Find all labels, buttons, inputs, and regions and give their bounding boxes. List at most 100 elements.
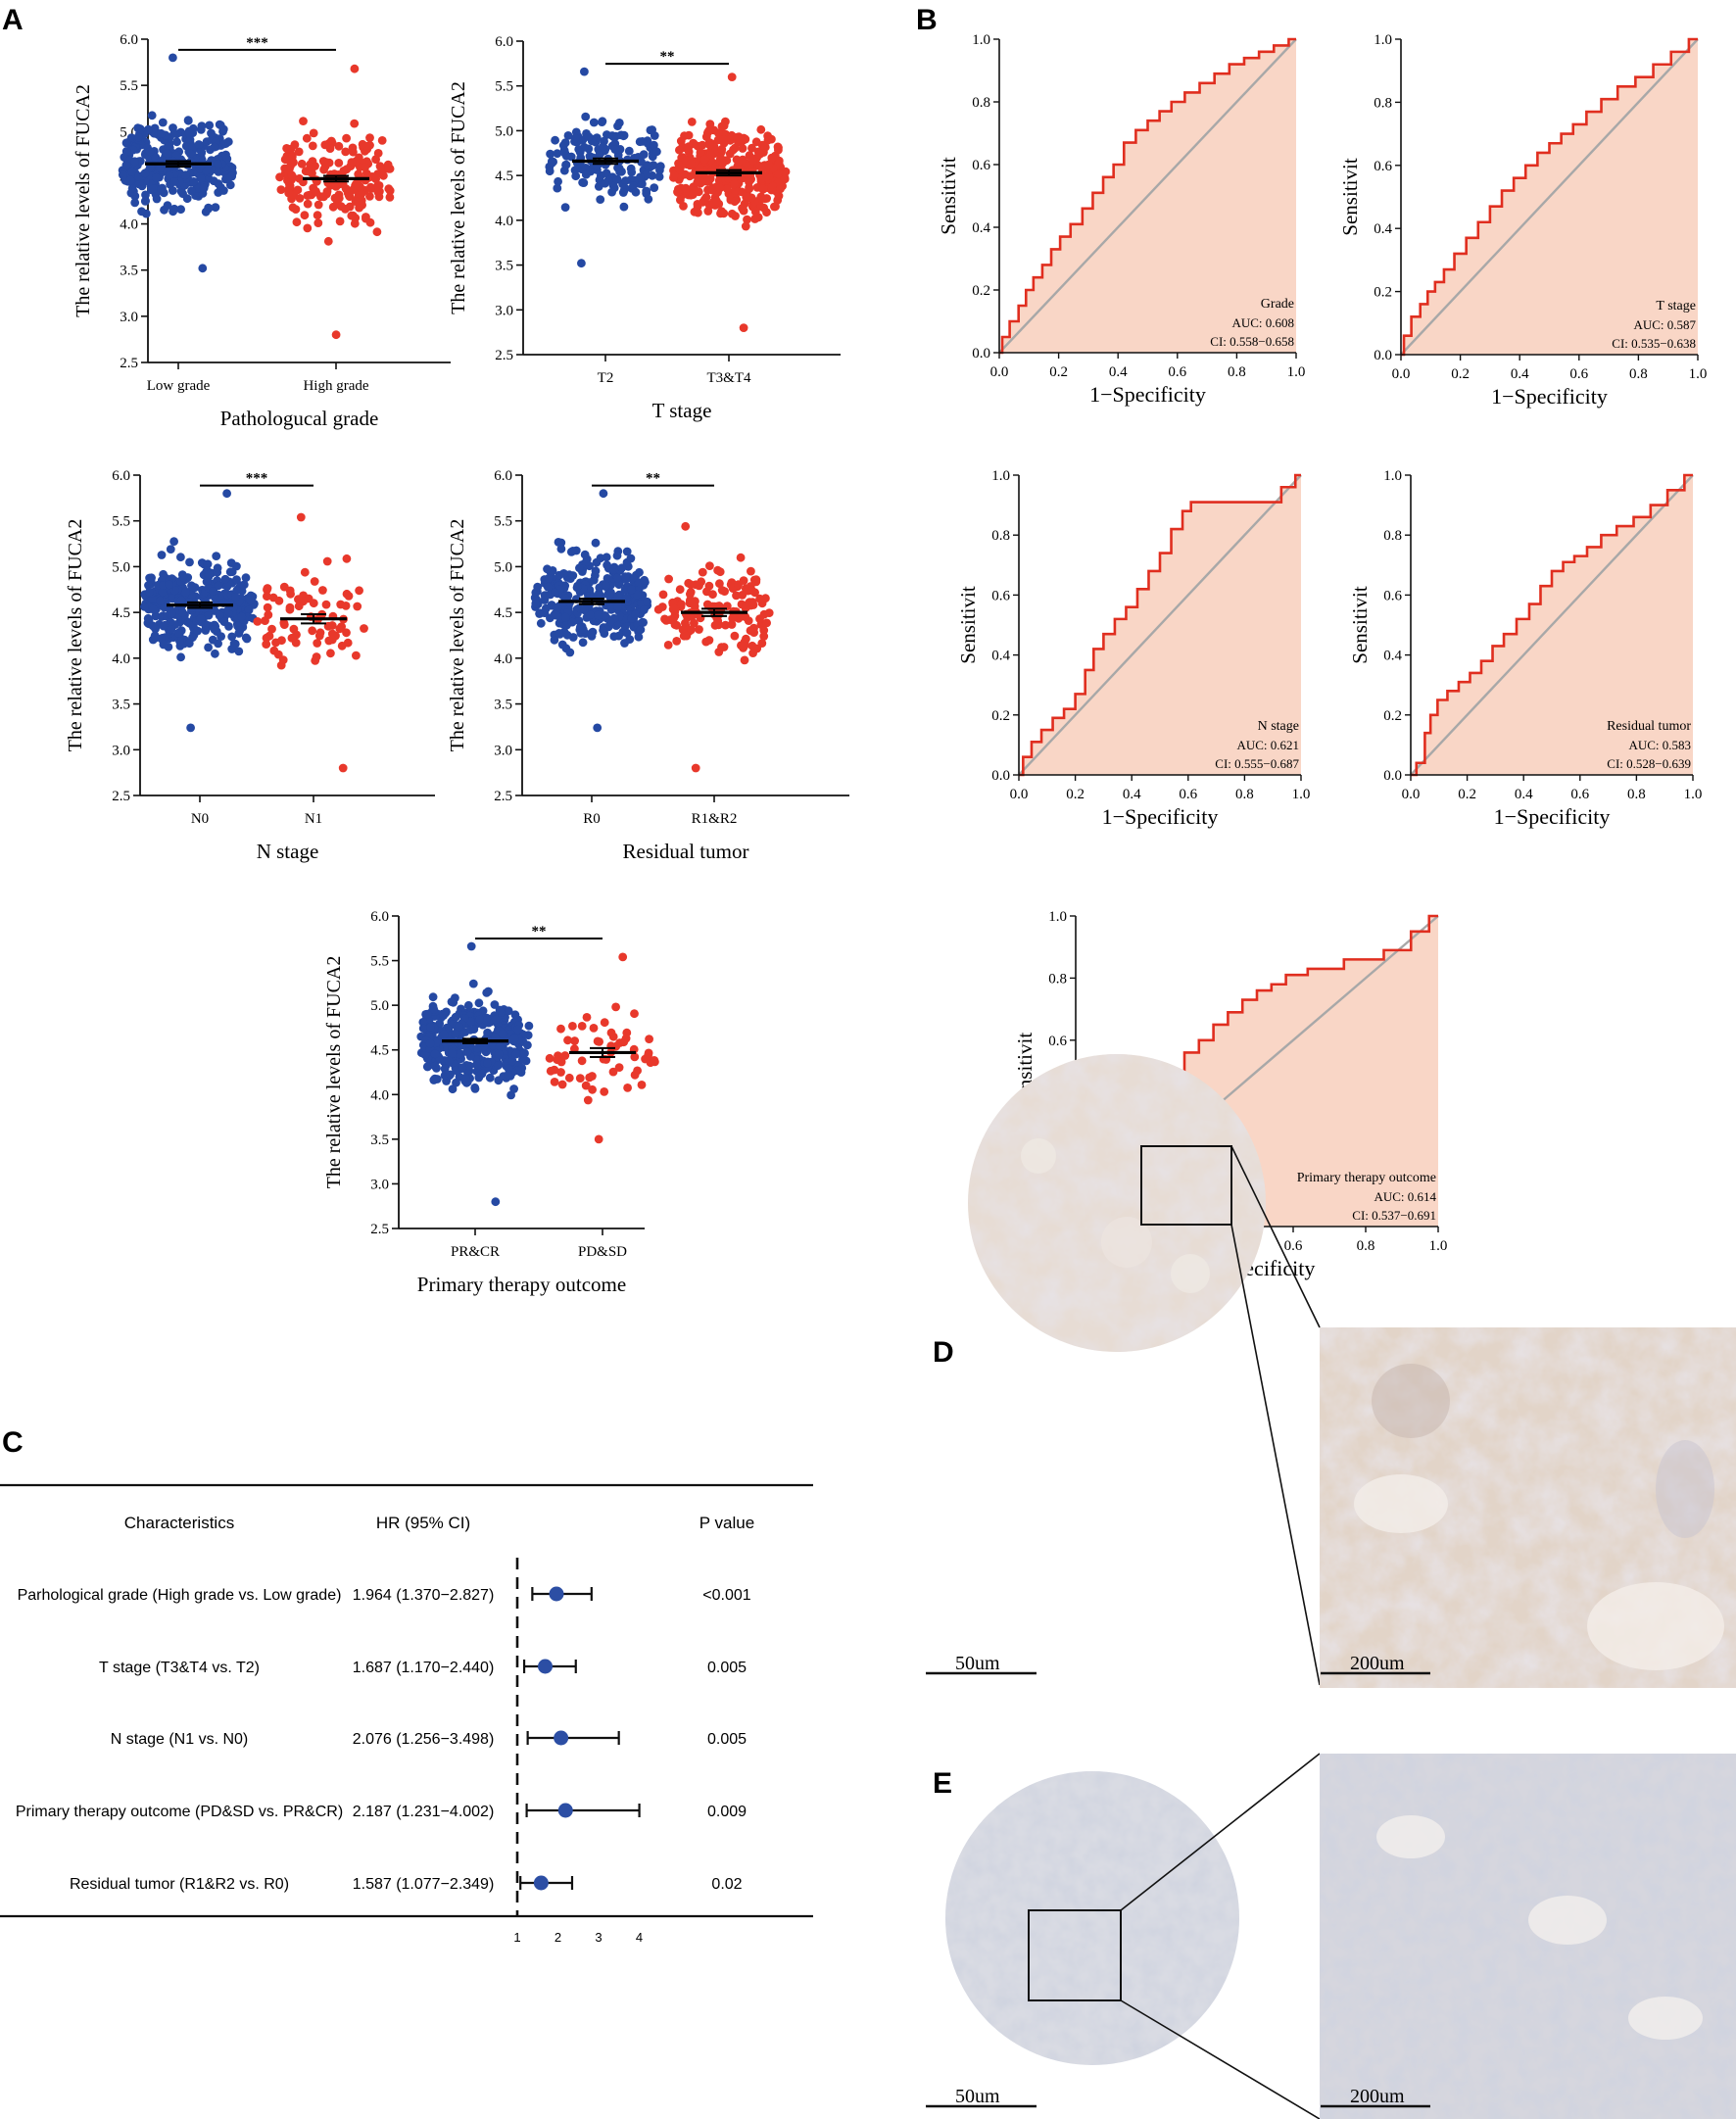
mean-sem-marker-1: [681, 607, 747, 617]
data-point: [209, 587, 217, 596]
data-point: [294, 602, 304, 611]
data-point: [672, 637, 682, 646]
data-point: [589, 118, 599, 127]
data-point: [636, 172, 645, 182]
mean-sem-marker-0: [558, 598, 625, 605]
micrograph-e: 50um 200um: [926, 1753, 1736, 2119]
x-tick-label: 0.6: [1284, 1238, 1303, 1254]
data-point: [225, 567, 235, 577]
data-point: [699, 155, 709, 165]
data-point: [652, 147, 661, 157]
data-point: [573, 581, 582, 591]
data-point: [194, 140, 204, 149]
data-point: [163, 149, 172, 158]
x-tick-label: 0.4: [1511, 366, 1529, 382]
data-point: [545, 573, 554, 583]
panel-label-b: B: [916, 4, 938, 36]
y-tick-label: 3.0: [495, 303, 513, 318]
data-point: [599, 489, 608, 499]
x-tick-label: T3&T4: [707, 370, 751, 386]
legend-auc: AUC: 0.614: [1374, 1189, 1436, 1204]
data-point: [157, 184, 167, 194]
data-point: [125, 175, 135, 185]
data-point: [747, 566, 755, 576]
data-point: [303, 199, 313, 209]
data-point: [159, 621, 169, 631]
data-point: [600, 1018, 609, 1028]
x-axis-label: 1−Specificity: [1089, 382, 1206, 407]
y-tick-label: 1.0: [1383, 468, 1402, 484]
data-point: [275, 172, 284, 182]
data-point: [220, 575, 230, 584]
y-axis-label: Sensitivit: [1338, 158, 1362, 236]
data-point: [774, 159, 784, 168]
data-point: [577, 259, 586, 268]
data-point: [128, 145, 138, 155]
data-point: [557, 640, 567, 650]
x-tick-label: 0.6: [1179, 787, 1197, 802]
data-point: [748, 156, 757, 166]
data-point: [133, 132, 143, 142]
legend-name: T stage: [1656, 299, 1696, 313]
data-point: [328, 202, 338, 212]
y-tick-label: 2.5: [120, 356, 138, 371]
data-point: [303, 223, 313, 233]
data-point: [773, 142, 783, 152]
y-tick-label: 0.6: [1374, 159, 1392, 174]
data-point: [158, 587, 168, 597]
data-point: [764, 608, 774, 617]
data-point: [338, 763, 348, 773]
data-point: [588, 1084, 597, 1094]
series-points-1: [545, 952, 659, 1144]
data-point: [704, 581, 714, 591]
y-tick-label: 5.5: [494, 514, 512, 530]
series-points-0: [118, 53, 237, 273]
data-point: [574, 616, 584, 625]
forest-plot: Characteristics HR (95% CI) P value Parholo…: [0, 1483, 813, 1945]
data-point: [563, 1035, 572, 1045]
data-point: [176, 553, 185, 562]
x-tick-label: 1.0: [1429, 1238, 1448, 1254]
x-axis-label: 1−Specificity: [1494, 804, 1611, 829]
data-point: [603, 574, 612, 583]
y-tick-label: 5.0: [112, 559, 130, 575]
data-point: [545, 1053, 555, 1063]
y-tick-label: 5.5: [120, 78, 138, 94]
x-tick-label: N0: [191, 811, 209, 827]
data-point: [602, 581, 610, 591]
data-point: [677, 600, 686, 609]
y-tick-label: 0.4: [1383, 649, 1402, 664]
data-point: [741, 221, 750, 231]
data-point: [686, 590, 695, 599]
data-point: [633, 590, 642, 600]
data-point: [759, 632, 769, 641]
data-point: [723, 184, 732, 194]
data-point: [764, 160, 774, 169]
data-point: [547, 159, 556, 168]
data-point: [739, 323, 748, 332]
data-point: [151, 172, 161, 182]
data-point: [185, 135, 195, 145]
x-tick-label: 0.6: [1570, 787, 1589, 802]
data-point: [157, 128, 166, 138]
data-point: [756, 174, 766, 184]
x-tick-label: 1.0: [1292, 787, 1311, 802]
data-point: [184, 639, 194, 649]
data-point: [663, 641, 673, 650]
roc-chart-residual: 0.00.0 0.2 0.2 0.4 0.4 0.6 0.6 0.8 0.8 1.0 1.0 1−Sp…: [1348, 468, 1702, 829]
data-point: [658, 590, 668, 600]
x-tick-label: N1: [305, 811, 322, 827]
data-point: [355, 586, 363, 596]
data-point: [166, 545, 175, 554]
data-point: [581, 1081, 591, 1090]
data-point: [580, 605, 589, 614]
data-point: [331, 330, 341, 340]
data-point: [268, 593, 278, 602]
data-point: [504, 1070, 513, 1080]
y-tick-label: 3.0: [370, 1177, 389, 1192]
significance-label: ***: [246, 35, 268, 51]
data-point: [551, 135, 559, 145]
data-point: [685, 596, 695, 605]
roc-legend: N stage AUC: 0.621 CI: 0.555−0.687: [1215, 719, 1299, 771]
data-point: [553, 183, 562, 193]
